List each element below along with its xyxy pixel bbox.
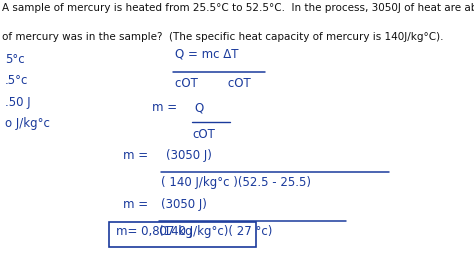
Text: cOT: cOT bbox=[192, 128, 215, 141]
Text: m =: m = bbox=[152, 101, 177, 114]
Text: .50 J: .50 J bbox=[5, 96, 30, 109]
Text: Q = mc ΔT: Q = mc ΔT bbox=[175, 48, 239, 61]
Text: 5°c: 5°c bbox=[5, 53, 24, 66]
Text: ( 140 J/kg°c )(52.5 - 25.5): ( 140 J/kg°c )(52.5 - 25.5) bbox=[161, 176, 311, 189]
Text: m= 0,807 kg: m= 0,807 kg bbox=[116, 225, 193, 238]
Text: of mercury was in the sample?  (The specific heat capacity of mercury is 140J/kg: of mercury was in the sample? (The speci… bbox=[2, 32, 444, 42]
Text: cOT        cOT: cOT cOT bbox=[175, 77, 251, 90]
Text: (3050 J): (3050 J) bbox=[161, 198, 207, 211]
Text: (3050 J): (3050 J) bbox=[166, 149, 212, 162]
Text: A sample of mercury is heated from 25.5°C to 52.5°C.  In the process, 3050J of h: A sample of mercury is heated from 25.5°… bbox=[2, 3, 474, 13]
Text: m =: m = bbox=[123, 149, 148, 162]
Text: Q: Q bbox=[194, 101, 204, 114]
Text: .5°c: .5°c bbox=[5, 74, 28, 88]
Text: m =: m = bbox=[123, 198, 148, 211]
Text: o J/kg°c: o J/kg°c bbox=[5, 117, 50, 130]
Text: (140 J/kg°c)( 27 °c): (140 J/kg°c)( 27 °c) bbox=[159, 225, 272, 238]
